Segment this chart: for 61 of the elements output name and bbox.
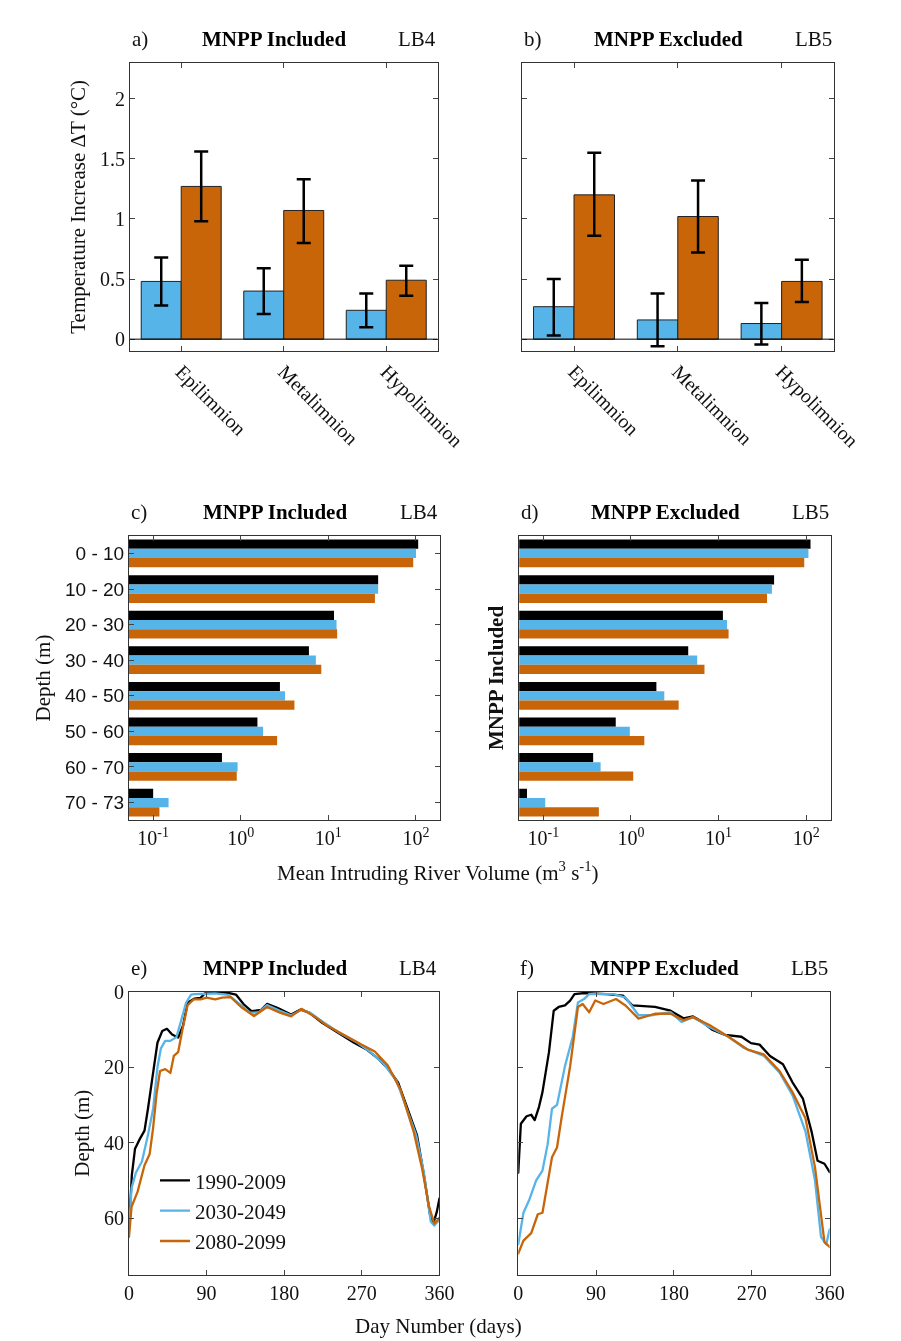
y-tick-label: 10 - 20	[65, 578, 125, 600]
x-tick-label: 360	[424, 1281, 455, 1304]
x-tick-label: 10$^{0}$	[227, 824, 255, 850]
y-tick-label: 0.5	[99, 268, 125, 291]
y-tick-label: 60 - 70	[65, 756, 125, 778]
x-tick-label: 10$^{2}$	[402, 824, 430, 850]
x-tick-label: 10$^{1}$	[314, 824, 342, 850]
chart-title: MNPP Included	[202, 27, 347, 51]
y-tick-label: 2	[114, 87, 125, 110]
text: b)	[524, 27, 542, 51]
x-tick-label: 10$^{1}$	[705, 824, 733, 850]
x-tick-label: 10$^{-1}$	[137, 824, 169, 850]
y-axis-title: Depth (m)	[31, 634, 56, 722]
y-tick-label: 1	[114, 207, 125, 230]
text: LB4	[399, 956, 437, 980]
text: e)	[131, 956, 148, 980]
x-tick-label: 180	[269, 1281, 300, 1304]
chart-title: MNPP Excluded	[591, 500, 741, 524]
x-tick-label: 90	[586, 1281, 607, 1304]
x-tick-label: 180	[658, 1281, 689, 1304]
y-tick-label: 30 - 40	[65, 649, 125, 671]
y-tick-label: 0	[113, 980, 124, 1003]
x-tick-label: 360	[814, 1281, 845, 1304]
x-tick-label: 10$^{0}$	[617, 824, 645, 850]
y-tick-label: 20	[103, 1056, 124, 1079]
legend-label: 2080-2099	[194, 1230, 286, 1255]
x-tick-label: 270	[736, 1281, 767, 1304]
chart-title: MNPP Excluded	[590, 956, 740, 980]
y-tick-label: 50 - 60	[65, 721, 125, 742]
x-tick-label: 270	[346, 1281, 377, 1304]
chart-title: MNPP Included	[203, 956, 348, 980]
y-axis-title: Temperature Increase ΔT (°C)	[66, 79, 91, 334]
y-tick-label: 40	[103, 1131, 124, 1154]
y-tick-label: 0	[114, 328, 125, 351]
y-tick-label: 0 - 10	[75, 543, 125, 565]
y-tick-label: 1.5	[99, 147, 125, 170]
text: LB4	[398, 27, 436, 51]
chart-title: MNPP Included	[203, 500, 348, 524]
legend-label: 1990-2009	[194, 1169, 286, 1194]
x-tick-label: 0	[513, 1281, 524, 1304]
y-tick-label: 20 - 30	[65, 614, 125, 636]
text: d)	[521, 500, 539, 524]
legend-label: 2030-2049	[194, 1199, 286, 1224]
text: a)	[132, 27, 149, 51]
text: LB5	[791, 956, 829, 980]
x-tick-label: 10$^{-1}$	[527, 824, 560, 850]
text: LB5	[792, 500, 830, 524]
chart-title: MNPP Excluded	[594, 27, 744, 51]
text: LB4	[400, 500, 438, 524]
text: c)	[131, 500, 148, 524]
y-tick-label: 60	[103, 1207, 124, 1230]
x-axis-title: Mean Intruding River Volume (m$^{3}$ s$^{-1}$)	[277, 858, 599, 885]
text: LB5	[795, 27, 833, 51]
y-tick-label: 70 - 73	[65, 792, 125, 814]
y-axis-title: MNPP Included	[484, 605, 509, 751]
x-axis-title: Day Number (days)	[355, 1314, 522, 1338]
y-tick-label: 40 - 50	[65, 685, 125, 707]
y-axis-title: Depth (m)	[70, 1089, 95, 1177]
x-tick-label: 90	[196, 1281, 217, 1304]
text: f)	[520, 956, 534, 980]
x-tick-label: 10$^{2}$	[792, 824, 820, 850]
